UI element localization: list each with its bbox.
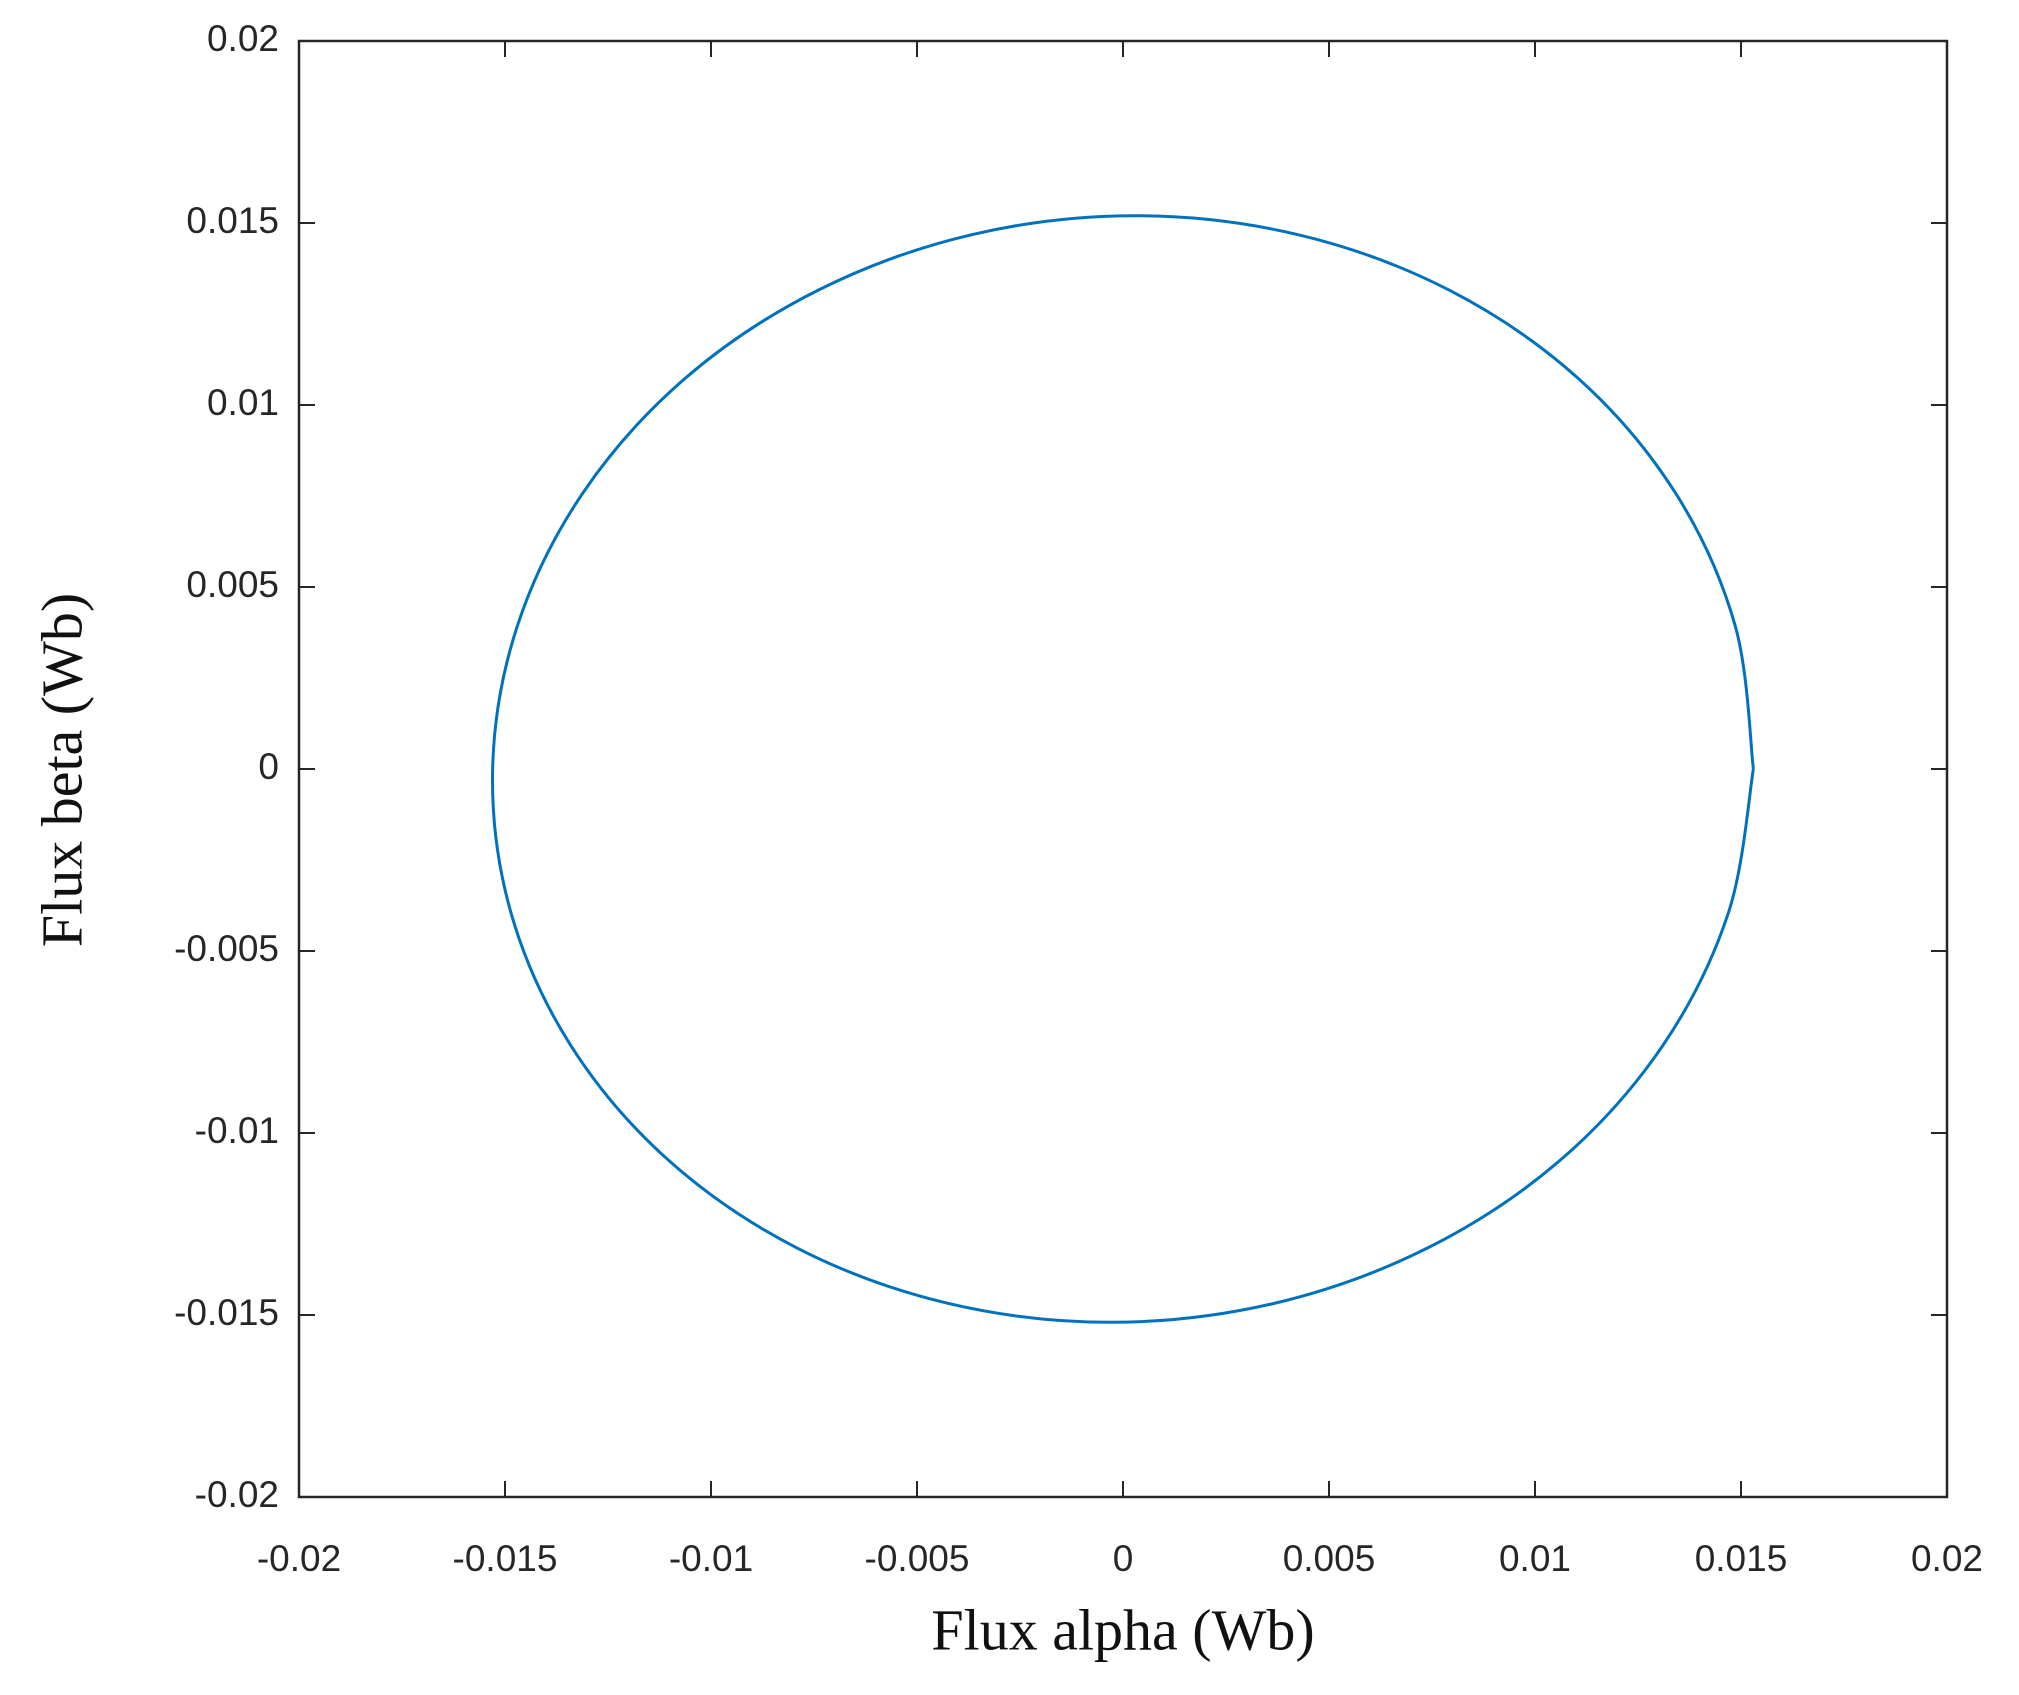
y-tick-label: -0.015 — [174, 1292, 279, 1333]
y-tick-label: 0.005 — [186, 564, 279, 605]
y-tick-label: -0.02 — [195, 1474, 279, 1515]
data-line — [491, 214, 1755, 1324]
y-tick-label: 0.01 — [207, 382, 279, 423]
x-axis-label: Flux alpha (Wb) — [931, 1597, 1314, 1662]
x-tick-label: -0.01 — [669, 1538, 753, 1579]
x-tick-label: -0.02 — [257, 1538, 341, 1579]
x-tick-label: -0.005 — [865, 1538, 970, 1579]
x-tick-label: 0.01 — [1499, 1538, 1571, 1579]
x-tick-label: 0.005 — [1283, 1538, 1376, 1579]
x-tick-label: 0.02 — [1911, 1538, 1983, 1579]
y-tick-label: 0 — [258, 746, 279, 787]
y-axis-label: Flux beta (Wb) — [29, 593, 94, 947]
y-tick-label: -0.005 — [174, 928, 279, 969]
x-tick-label: 0 — [1113, 1538, 1134, 1579]
y-tick-label: -0.01 — [195, 1110, 279, 1151]
y-tick-label: 0.02 — [207, 18, 279, 59]
y-tick-label: 0.015 — [186, 200, 279, 241]
plot-frame — [297, 39, 1949, 1499]
x-tick-label: 0.015 — [1695, 1538, 1788, 1579]
x-tick-label: -0.015 — [453, 1538, 558, 1579]
